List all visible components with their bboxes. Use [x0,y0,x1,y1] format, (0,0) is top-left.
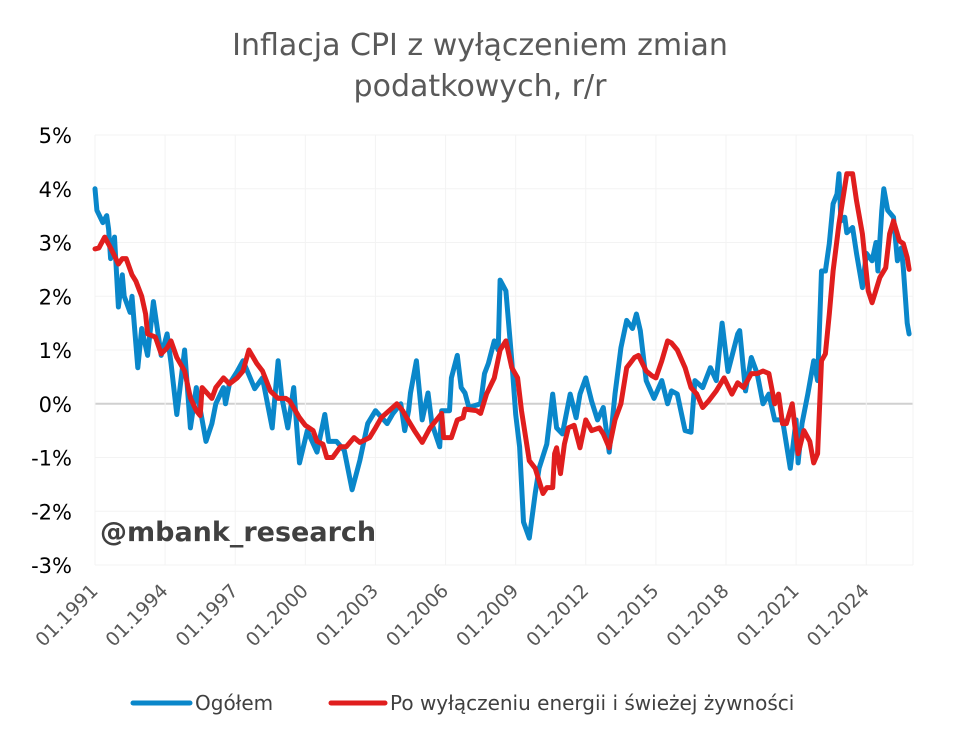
legend-label-ogolem: Ogółem [195,691,273,715]
y-tick-label: 4% [39,178,72,202]
legend: Ogółem Po wyłączeniu energii i świeżej ż… [130,691,794,715]
x-tick-label: 01.2015 [592,580,663,651]
chart-title-line-2: podatkowych, r/r [354,69,608,104]
series-line-core [92,171,912,496]
x-tick-label: 01.2018 [662,580,733,651]
x-tick-label: 01.2012 [522,580,593,651]
x-tick-label: 01.2006 [382,580,453,651]
y-tick-label: -2% [31,500,72,524]
y-tick-label: 3% [39,232,72,256]
x-tick-label: 01.2021 [733,580,804,651]
gridlines [94,134,914,566]
x-tick-label: 01.1994 [102,580,173,651]
x-tick-label: 01.1997 [172,580,243,651]
x-tick-label: 01.2000 [242,580,313,651]
y-tick-label: 0% [39,393,72,417]
x-tick-label: 01.2024 [803,580,874,651]
series-lines [92,171,912,541]
x-axis-ticks: 01.199101.199401.199701.200001.200301.20… [31,580,873,651]
chart-title-line-1: Inflacja CPI z wyłączeniem zmian [232,28,728,63]
legend-label-core: Po wyłączeniu energii i świeżej żywności [390,691,794,715]
y-axis-ticks: 5% 4% 3% 2% 1% 0% -1% -2% -3% [31,124,72,578]
y-tick-label: -1% [31,447,72,471]
x-tick-label: 01.2003 [312,580,383,651]
x-tick-label: 01.2009 [452,580,523,651]
x-tick-label: 01.1991 [31,580,102,651]
y-tick-label: 2% [39,285,72,309]
y-tick-label: -3% [31,554,72,578]
y-tick-label: 1% [39,339,72,363]
watermark: @mbank_research [100,517,376,548]
series-line-ogolem [92,171,912,541]
y-tick-label: 5% [39,124,72,148]
